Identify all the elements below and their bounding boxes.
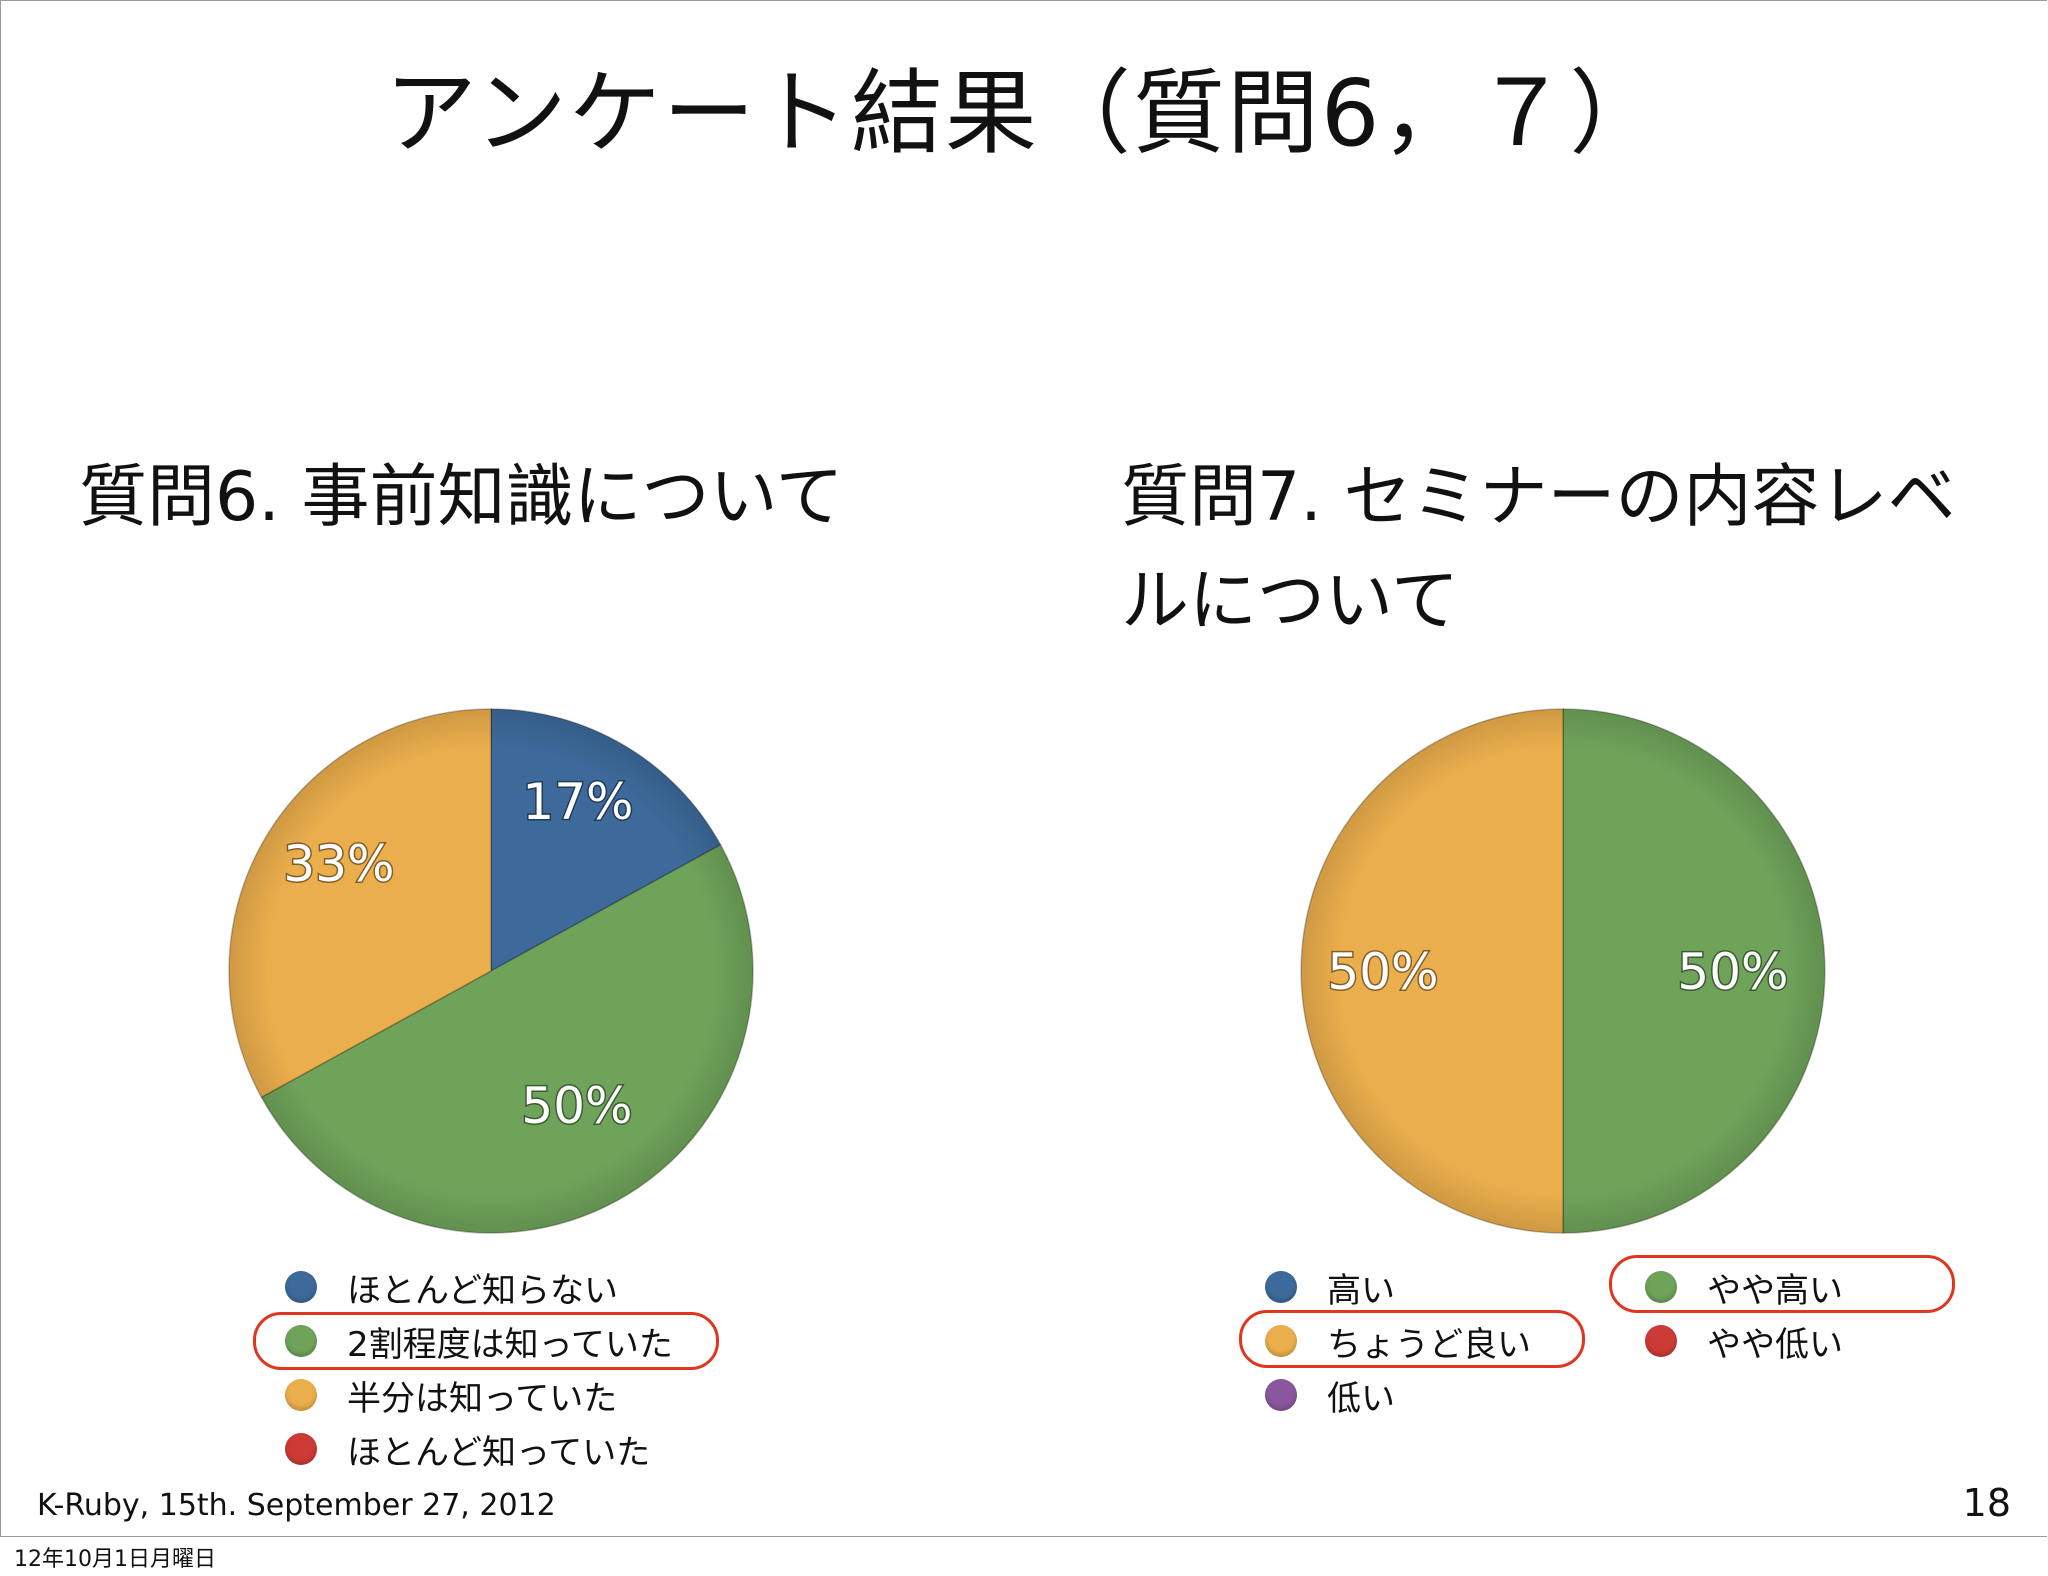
legend2-label-1: 高い <box>1327 1270 1395 1311</box>
chart2-title: 質問7. セミナーの内容レベルについて <box>1121 458 1956 641</box>
legend2-label-2: やや高い <box>1707 1270 1843 1311</box>
pie-chart-q6: 17% 50% 33% <box>228 708 754 1234</box>
legend2-swatch-2 <box>1645 1271 1677 1303</box>
legend1-item-4: ほとんど知っていた <box>285 1425 650 1473</box>
pie2-shading <box>1301 709 1825 1233</box>
footer-event-info: K-Ruby, 15th. September 27, 2012 <box>37 1488 556 1523</box>
legend2-item-1: 高い <box>1265 1263 1395 1311</box>
legend2-item-3: ちょうど良い <box>1265 1317 1531 1365</box>
legend2-item-2: やや高い <box>1645 1263 1843 1311</box>
legend1-item-1: ほとんど知らない <box>285 1263 618 1311</box>
pie2-label-yaya-takai: 50% <box>1677 943 1788 1001</box>
legend2-label-3: ちょうど良い <box>1327 1324 1531 1365</box>
legend1-label-2: 2割程度は知っていた <box>347 1324 673 1365</box>
print-timestamp: 12年10月1日月曜日 <box>14 1547 216 1572</box>
legend2-label-5: 低い <box>1327 1378 1395 1419</box>
page-number: 18 <box>1962 1481 2011 1525</box>
legend1-label-3: 半分は知っていた <box>347 1378 618 1419</box>
legend2-swatch-4 <box>1645 1325 1677 1357</box>
legend2-label-4: やや低い <box>1707 1324 1843 1365</box>
pie2-label-choudo-yoi: 50% <box>1327 943 1438 1001</box>
slide: アンケート結果（質問6，７） 質問6. 事前知識について 質問7. セミナーの内… <box>0 0 2047 1537</box>
legend2-item-4: やや低い <box>1645 1317 1843 1365</box>
legend2-swatch-3 <box>1265 1325 1297 1357</box>
legend1-label-1: ほとんど知らない <box>347 1270 618 1311</box>
chart1-title: 質問6. 事前知識について <box>79 458 844 537</box>
pie1-label-17: 17% <box>522 773 633 831</box>
legend1-item-3: 半分は知っていた <box>285 1371 617 1419</box>
pie-chart-q7: 50% 50% <box>1300 708 1826 1234</box>
legend1-swatch-4 <box>285 1433 317 1465</box>
legend1-swatch-1 <box>285 1271 317 1303</box>
legend1-swatch-2 <box>285 1325 317 1357</box>
legend2-swatch-1 <box>1265 1271 1297 1303</box>
pie1-shading <box>229 709 753 1233</box>
legend1-item-2: 2割程度は知っていた <box>285 1317 673 1365</box>
legend2-swatch-5 <box>1265 1379 1297 1411</box>
slide-title: アンケート結果（質問6，７） <box>384 60 1664 167</box>
legend1-label-4: ほとんど知っていた <box>347 1432 651 1473</box>
pie1-label-33: 33% <box>283 835 394 893</box>
legend2-item-5: 低い <box>1265 1371 1395 1419</box>
legend1-swatch-3 <box>285 1379 317 1411</box>
pie1-label-50: 50% <box>521 1077 632 1135</box>
